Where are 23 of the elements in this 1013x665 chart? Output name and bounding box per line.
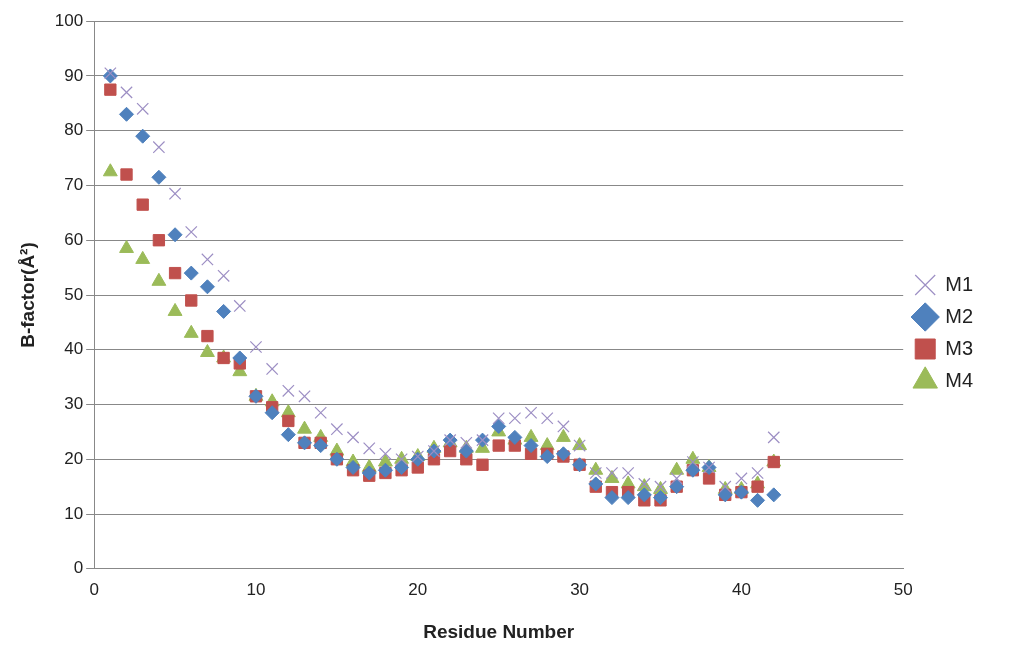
x-tick-label: 50 (893, 579, 913, 599)
y-tick-label: 10 (64, 503, 84, 523)
x-axis-title: Residue Number (423, 620, 575, 642)
x-tick-label: 20 (408, 579, 428, 599)
y-tick-label: 60 (64, 229, 84, 249)
x-tick-label: 0 (89, 579, 99, 599)
y-tick-label: 70 (64, 175, 84, 195)
legend-label: M4 (945, 368, 974, 391)
legend-label: M1 (945, 272, 974, 295)
legend-label: M3 (945, 336, 974, 359)
y-tick-label: 50 (64, 284, 84, 304)
x-tick-label: 30 (570, 579, 590, 599)
y-tick-label: 0 (73, 558, 84, 578)
x-tick-label: 40 (731, 579, 751, 599)
y-tick-label: 100 (54, 10, 84, 30)
legend-label: M2 (945, 304, 974, 327)
y-tick-label: 20 (64, 448, 84, 468)
x-tick-label: 10 (246, 579, 266, 599)
y-tick-label: 40 (64, 339, 84, 359)
y-tick-label: 30 (64, 394, 84, 414)
y-tick-label: 80 (64, 120, 84, 140)
y-tick-label: 90 (64, 65, 84, 85)
y-axis-title: B-factor(Å²) (16, 242, 38, 348)
